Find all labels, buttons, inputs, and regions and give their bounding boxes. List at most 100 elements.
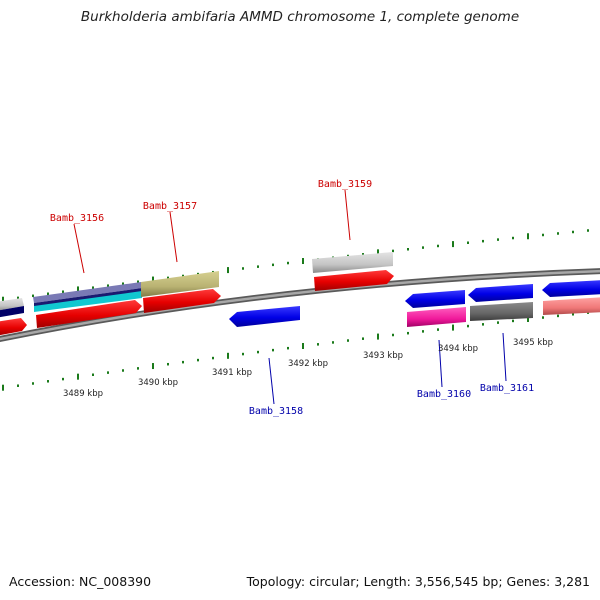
minor-tick (167, 276, 169, 280)
minor-tick (92, 286, 94, 289)
gene-feature[interactable] (0, 298, 24, 311)
gene-feature[interactable] (36, 300, 142, 328)
minor-tick (122, 282, 124, 285)
minor-tick (557, 232, 559, 235)
major-tick (77, 373, 79, 380)
major-tick (152, 363, 154, 370)
gene-feature[interactable] (143, 289, 221, 313)
gene-feature[interactable] (542, 280, 600, 297)
minor-tick (437, 328, 439, 331)
minor-tick (197, 358, 199, 362)
minor-tick (347, 339, 349, 342)
minor-tick (32, 294, 34, 298)
accession-text: Accession: NC_008390 (9, 574, 152, 589)
gene-feature[interactable] (407, 307, 466, 327)
major-tick (2, 384, 4, 391)
scale-label: 3495 kbp (513, 338, 553, 348)
minor-tick (182, 360, 184, 364)
minor-tick (542, 233, 544, 237)
major-tick (527, 315, 529, 322)
major-tick (527, 233, 529, 240)
minor-tick (107, 284, 109, 287)
minor-tick (92, 373, 94, 377)
minor-tick (47, 380, 49, 383)
gene-label-bamb-3161[interactable]: Bamb_3161 (480, 383, 534, 394)
minor-tick (422, 330, 424, 333)
gene-feature[interactable] (0, 306, 24, 318)
gene-feature[interactable] (312, 252, 393, 273)
major-tick (227, 352, 229, 359)
minor-tick (392, 333, 394, 337)
minor-tick (47, 292, 49, 295)
minor-tick (512, 319, 514, 323)
gene-label-bamb-3157[interactable]: Bamb_3157 (143, 201, 197, 212)
gene-feature[interactable] (405, 290, 465, 308)
forward-strand-genes (0, 252, 394, 336)
minor-tick (62, 290, 64, 293)
major-tick (2, 296, 4, 303)
major-tick (302, 342, 304, 349)
major-tick (377, 333, 379, 340)
minor-tick (122, 369, 124, 372)
minor-tick (392, 249, 394, 253)
major-tick (227, 267, 229, 274)
major-tick (302, 258, 304, 265)
genome-summary-text: Topology: circular; Length: 3,556,545 bp… (246, 574, 590, 589)
map-title: Burkholderia ambifaria AMMD chromosome 1… (80, 9, 520, 25)
minor-tick (242, 352, 244, 356)
minor-tick (287, 261, 289, 265)
minor-tick (482, 239, 484, 243)
minor-tick (362, 337, 364, 340)
scale-labels: 3489 kbp 3490 kbp 3491 kbp 3492 kbp 3493… (63, 338, 553, 399)
minor-tick (257, 350, 259, 354)
gene-feature[interactable] (0, 318, 27, 336)
major-tick (77, 286, 79, 293)
gene-label-bamb-3160[interactable]: Bamb_3160 (417, 389, 471, 400)
minor-tick (167, 362, 169, 366)
gene-feature[interactable] (470, 302, 533, 321)
gene-label-bamb-3159[interactable]: Bamb_3159 (318, 179, 372, 190)
gene-label-bamb-3156[interactable]: Bamb_3156 (50, 213, 104, 224)
gene-feature[interactable] (141, 271, 219, 297)
minor-tick (542, 316, 544, 319)
scale-label: 3489 kbp (63, 389, 103, 399)
minor-tick (17, 384, 19, 387)
gene-feature[interactable] (229, 306, 300, 327)
minor-tick (257, 265, 259, 268)
major-tick (377, 249, 379, 256)
minor-tick (272, 263, 274, 267)
gene-feature[interactable] (543, 297, 600, 315)
gene-feature[interactable] (468, 284, 533, 302)
gene-label-bamb-3158[interactable]: Bamb_3158 (249, 406, 303, 417)
minor-tick (137, 280, 139, 283)
gene-feature[interactable] (314, 270, 394, 291)
minor-tick (287, 346, 289, 350)
minor-tick (437, 244, 439, 248)
minor-tick (467, 324, 469, 328)
major-tick (152, 276, 154, 283)
major-tick (452, 241, 454, 248)
minor-tick (512, 236, 514, 240)
minor-tick (137, 367, 139, 370)
minor-tick (407, 331, 409, 335)
minor-tick (317, 343, 319, 346)
minor-tick (212, 356, 214, 360)
minor-tick (497, 238, 499, 241)
scale-label: 3492 kbp (288, 359, 328, 369)
minor-tick (467, 241, 469, 244)
minor-tick (557, 314, 559, 318)
minor-tick (332, 341, 334, 344)
scale-label: 3494 kbp (438, 344, 478, 354)
major-tick (452, 324, 454, 331)
minor-tick (407, 248, 409, 251)
gene-feature[interactable] (34, 291, 142, 312)
minor-tick (182, 274, 184, 278)
minor-tick (32, 382, 34, 385)
minor-tick (62, 377, 64, 381)
gene-feature[interactable] (33, 282, 142, 303)
minor-tick (572, 313, 574, 316)
inner-tick-row (2, 311, 589, 391)
minor-tick (17, 296, 19, 300)
gene-labels: Bamb_3156 Bamb_3157 Bamb_3159 Bamb_3158 … (50, 179, 534, 417)
